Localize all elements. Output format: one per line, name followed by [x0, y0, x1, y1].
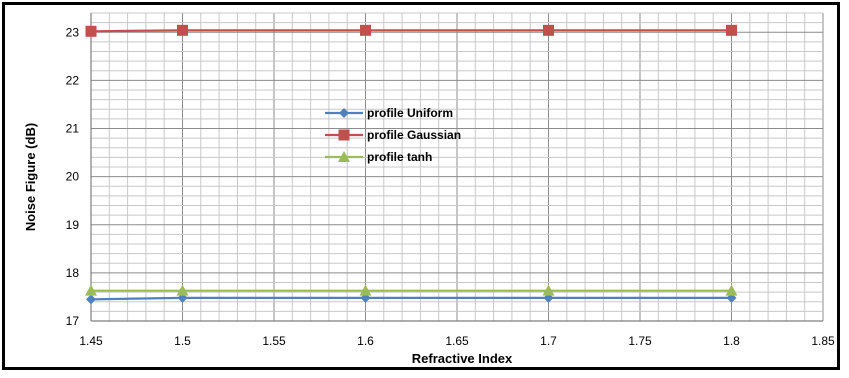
data-point: [726, 24, 737, 36]
data-point: [176, 284, 189, 296]
data-point: [85, 284, 97, 296]
x-axis-title: Refractive Index: [412, 351, 513, 366]
y-tick-label: 19: [66, 218, 80, 232]
data-point: [359, 284, 372, 296]
legend: profile Uniform profile Gaussian profile t…: [325, 106, 461, 164]
y-tick-label: 18: [66, 266, 80, 280]
legend-item: profile Uniform: [325, 106, 453, 120]
y-axis-title: Noise Figure (dB): [23, 123, 38, 231]
line-chart: 1.45 1.5 1.55 1.6 1.65 1.7 1.75 1.8 1.85 17 18 19 2…: [23, 12, 835, 366]
data-point: [542, 284, 555, 296]
axes: [90, 13, 823, 322]
legend-marker: [338, 151, 350, 162]
series-square: [85, 24, 737, 37]
data-point: [543, 24, 554, 36]
chart-frame: 1.45 1.5 1.55 1.6 1.65 1.7 1.75 1.8 1.85 17 18 19 2…: [2, 2, 840, 370]
x-tick-label: 1.85: [811, 334, 835, 348]
series-triangle: [85, 284, 738, 296]
legend-label: profile Gaussian: [367, 128, 461, 142]
x-tick-label: 1.75: [628, 334, 652, 348]
data-point: [86, 294, 96, 305]
data-point: [725, 284, 738, 296]
y-tick-label: 21: [66, 122, 80, 136]
x-tick-label: 1.65: [445, 334, 469, 348]
data-point: [177, 24, 188, 36]
x-tick-labels: 1.45 1.5 1.55 1.6 1.65 1.7 1.75 1.8 1.85: [79, 334, 835, 348]
grid-lines: [90, 12, 824, 322]
x-tick-label: 1.7: [540, 334, 557, 348]
y-tick-label: 22: [66, 73, 80, 87]
y-tick-label: 23: [66, 25, 80, 39]
data-point: [360, 24, 371, 36]
y-tick-label: 20: [66, 170, 80, 184]
y-tick-labels: 17 18 19 20 21 22 23: [66, 25, 80, 328]
legend-item: profile Gaussian: [325, 128, 461, 142]
series-group: [85, 24, 738, 305]
x-tick-label: 1.55: [262, 334, 286, 348]
x-tick-label: 1.45: [79, 334, 103, 348]
legend-label: profile tanh: [367, 150, 432, 164]
legend-label: profile Uniform: [367, 106, 453, 120]
x-tick-label: 1.6: [357, 334, 374, 348]
x-tick-label: 1.5: [174, 334, 191, 348]
data-point: [85, 25, 97, 37]
legend-item: profile tanh: [325, 150, 432, 164]
y-tick-label: 17: [66, 314, 80, 328]
legend-marker: [339, 108, 349, 118]
x-tick-label: 1.8: [723, 334, 740, 348]
legend-marker: [338, 129, 350, 141]
